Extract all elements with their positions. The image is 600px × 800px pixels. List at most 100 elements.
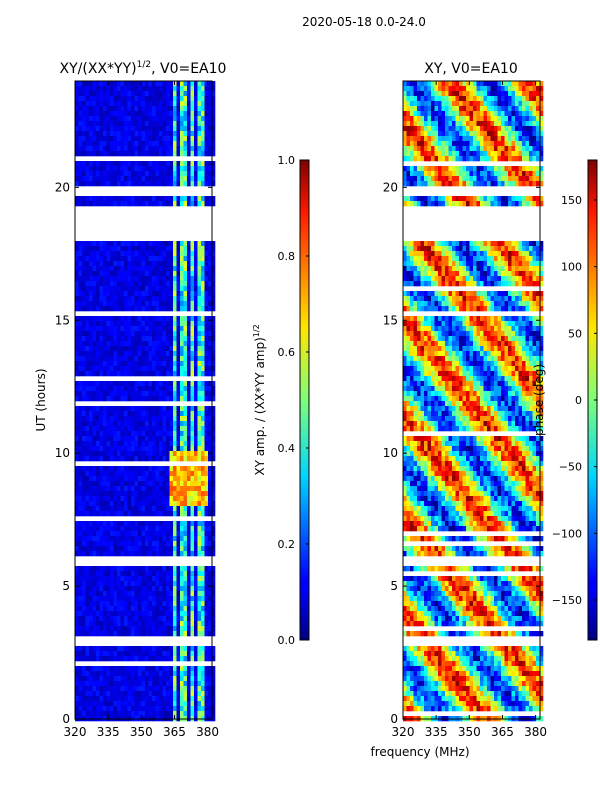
heatmap-cell — [183, 526, 188, 532]
heatmap-cell — [113, 666, 118, 672]
heatmap-cell — [106, 171, 111, 177]
heatmap-cell — [96, 456, 100, 462]
heatmap-cell — [124, 631, 128, 637]
heatmap-cell — [204, 406, 209, 412]
heatmap-cell — [173, 416, 177, 422]
heatmap-cell — [197, 421, 202, 427]
heatmap-cell — [99, 166, 104, 172]
heatmap-cell — [145, 196, 149, 202]
heatmap-cell — [99, 416, 104, 422]
heatmap-cell — [208, 396, 212, 402]
heatmap-cell — [110, 171, 114, 177]
heatmap-cell — [173, 261, 177, 267]
heatmap-cell — [166, 151, 170, 157]
heatmap-cell — [518, 86, 523, 92]
heatmap-cell — [155, 131, 160, 137]
heatmap-cell — [78, 576, 83, 582]
heatmap-cell — [75, 616, 79, 622]
heatmap-cell — [138, 426, 142, 432]
heatmap-cell — [197, 276, 202, 282]
heatmap-cell — [120, 296, 125, 302]
heatmap-cell — [162, 686, 167, 692]
heatmap-cell — [110, 651, 114, 657]
heatmap-cell — [141, 151, 146, 157]
heatmap-cell — [148, 621, 153, 627]
heatmap-cell — [187, 266, 191, 272]
heatmap-cell — [155, 441, 160, 447]
heatmap-cell — [141, 396, 146, 402]
heatmap-cell — [176, 316, 181, 322]
heatmap-cell — [152, 576, 156, 582]
heatmap-cell — [127, 406, 132, 412]
heatmap-cell — [194, 386, 198, 392]
heatmap-cell — [117, 421, 121, 427]
heatmap-cell — [204, 321, 209, 327]
heatmap-cell — [410, 86, 414, 92]
heatmap-cell — [117, 486, 121, 492]
heatmap-cell — [169, 276, 174, 282]
heatmap-cell — [145, 351, 149, 357]
heatmap-cell — [117, 466, 121, 472]
heatmap-cell — [211, 246, 216, 252]
heatmap-cell — [78, 196, 83, 202]
heatmap-cell — [113, 296, 118, 302]
heatmap-cell — [431, 116, 435, 122]
heatmap-cell — [85, 111, 90, 117]
heatmap-cell — [424, 101, 428, 107]
heatmap-cell — [141, 416, 146, 422]
heatmap-cell — [190, 361, 195, 367]
heatmap-cell — [208, 441, 212, 447]
heatmap-cell — [120, 301, 125, 307]
heatmap-cell — [138, 276, 142, 282]
heatmap-cell — [211, 406, 216, 412]
heatmap-cell — [85, 166, 90, 172]
heatmap-cell — [211, 491, 216, 497]
heatmap-cell — [120, 406, 125, 412]
heatmap-cell — [89, 671, 93, 677]
heatmap-cell — [162, 541, 167, 547]
heatmap-cell — [138, 296, 142, 302]
heatmap-cell — [208, 521, 212, 527]
heatmap-cell — [96, 621, 100, 627]
heatmap-cell — [166, 91, 170, 97]
heatmap-cell — [96, 166, 100, 172]
heatmap-cell — [197, 481, 202, 487]
heatmap-cell — [113, 256, 118, 262]
heatmap-cell — [501, 121, 505, 127]
heatmap-cell — [166, 246, 170, 252]
heatmap-cell — [106, 656, 111, 662]
heatmap-cell — [169, 486, 174, 492]
heatmap-cell — [148, 106, 153, 112]
heatmap-cell — [155, 511, 160, 517]
heatmap-cell — [138, 81, 142, 87]
heatmap-cell — [180, 396, 184, 402]
heatmap-cell — [134, 571, 139, 577]
heatmap-cell — [515, 86, 519, 92]
heatmap-cell — [204, 521, 209, 527]
heatmap-cell — [113, 611, 118, 617]
heatmap-cell — [131, 166, 135, 172]
heatmap-cell — [110, 241, 114, 247]
heatmap-cell — [162, 321, 167, 327]
heatmap-cell — [152, 646, 156, 652]
heatmap-cell — [197, 146, 202, 152]
heatmap-cell — [494, 111, 498, 117]
heatmap-cell — [138, 616, 142, 622]
heatmap-cell — [78, 711, 83, 717]
heatmap-cell — [110, 391, 114, 397]
heatmap-cell — [103, 431, 107, 437]
heatmap-cell — [176, 666, 181, 672]
heatmap-cell — [110, 371, 114, 377]
heatmap-cell — [180, 251, 184, 257]
heatmap-cell — [141, 146, 146, 152]
heatmap-cell — [141, 436, 146, 442]
heatmap-cell — [211, 526, 216, 532]
heatmap-cell — [89, 356, 93, 362]
heatmap-cell — [127, 666, 132, 672]
heatmap-cell — [78, 81, 83, 87]
heatmap-cell — [197, 96, 202, 102]
heatmap-cell — [89, 616, 93, 622]
heatmap-cell — [106, 611, 111, 617]
heatmap-cell — [106, 166, 111, 172]
heatmap-cell — [92, 426, 97, 432]
